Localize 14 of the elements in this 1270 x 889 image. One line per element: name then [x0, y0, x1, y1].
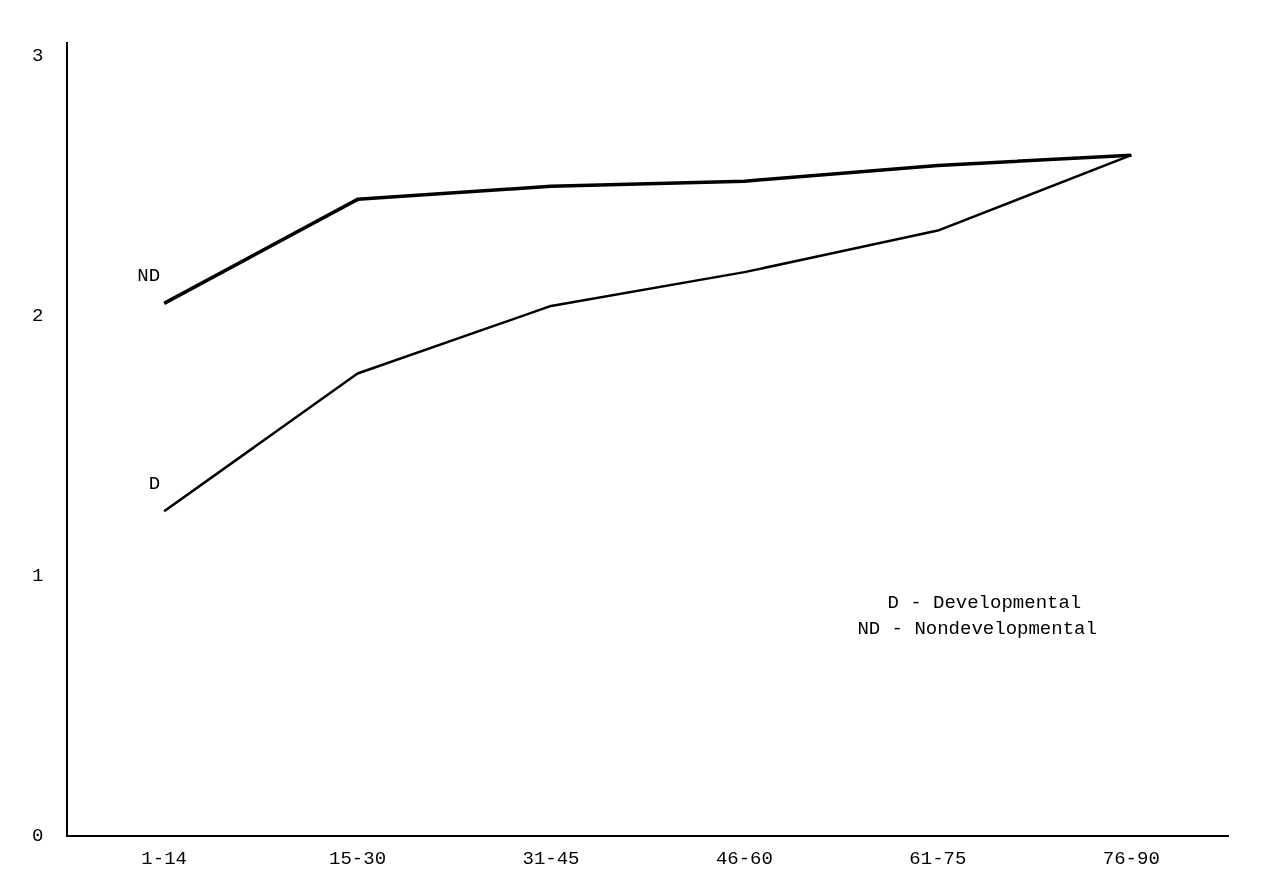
y-tick-label: 1	[32, 565, 44, 588]
y-tick-label: 3	[32, 45, 44, 68]
annotation: ND - Nondevelopmental	[857, 618, 1097, 641]
series-label: ND	[137, 264, 161, 287]
x-tick-label: 15-30	[329, 847, 387, 870]
x-tick-label: 61-75	[909, 847, 967, 870]
x-tick-label: 1-14	[141, 847, 187, 870]
series-label: D	[148, 472, 161, 495]
x-tick-label: 46-60	[715, 847, 773, 870]
x-tick-label: 76-90	[1102, 847, 1160, 870]
y-tick-label: 0	[32, 825, 44, 848]
y-tick-label: 2	[32, 305, 44, 328]
x-tick-label: 31-45	[522, 847, 580, 870]
annotation: D - Developmental	[887, 592, 1082, 615]
